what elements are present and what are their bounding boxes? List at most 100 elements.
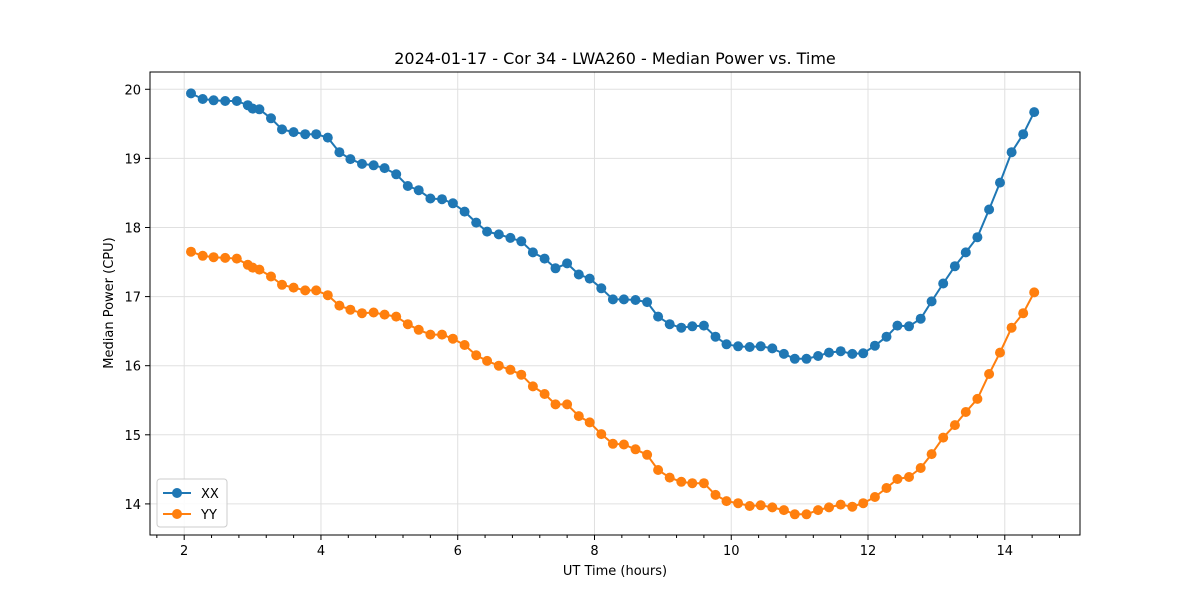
data-point-xx xyxy=(447,198,458,209)
data-point-xx xyxy=(960,247,971,258)
data-point-yy xyxy=(733,498,744,509)
data-point-yy xyxy=(813,505,824,516)
data-point-yy xyxy=(562,399,573,410)
data-point-xx xyxy=(584,273,595,284)
data-point-xx xyxy=(984,204,995,215)
data-point-yy xyxy=(618,439,629,450)
data-point-xx xyxy=(607,294,618,305)
data-point-yy xyxy=(926,449,937,460)
data-point-xx xyxy=(527,247,538,258)
data-point-yy xyxy=(208,252,219,263)
data-point-yy xyxy=(345,304,356,315)
data-point-xx xyxy=(858,348,869,359)
data-point-xx xyxy=(277,124,287,135)
data-point-xx xyxy=(1006,147,1017,158)
data-point-xx xyxy=(300,129,311,140)
data-point-yy xyxy=(220,252,231,263)
data-point-yy xyxy=(539,389,550,399)
data-point-yy xyxy=(550,399,561,410)
series-layer xyxy=(186,88,1040,520)
data-point-xx xyxy=(459,206,470,217)
data-point-xx xyxy=(767,343,778,354)
data-point-xx xyxy=(972,232,983,243)
data-point-yy xyxy=(915,463,926,473)
y-tick-label: 18 xyxy=(124,221,141,236)
data-point-yy xyxy=(482,355,493,366)
data-point-yy xyxy=(676,476,687,487)
y-axis-label: Median Power (CPU) xyxy=(102,237,117,368)
data-point-yy xyxy=(881,483,892,493)
data-point-yy xyxy=(493,360,504,371)
data-point-xx xyxy=(368,160,379,171)
data-point-xx xyxy=(186,88,196,99)
data-point-yy xyxy=(471,350,482,361)
data-point-yy xyxy=(653,465,664,475)
data-point-xx xyxy=(562,258,573,269)
data-point-xx xyxy=(493,229,504,240)
legend-xx-marker xyxy=(172,488,182,498)
data-point-xx xyxy=(995,177,1005,188)
data-point-yy xyxy=(721,496,732,507)
x-tick-label: 12 xyxy=(860,544,877,559)
data-point-xx xyxy=(1029,107,1040,118)
data-point-yy xyxy=(1029,287,1040,298)
data-point-yy xyxy=(516,369,527,380)
data-point-xx xyxy=(550,263,561,274)
data-point-yy xyxy=(847,501,858,512)
series-xx xyxy=(186,88,1040,364)
data-point-xx xyxy=(208,95,219,106)
data-point-yy xyxy=(904,472,914,482)
data-point-yy xyxy=(459,340,470,350)
data-point-yy xyxy=(186,246,196,257)
data-point-yy xyxy=(391,311,402,322)
data-point-xx xyxy=(539,253,550,264)
data-point-yy xyxy=(744,501,755,511)
x-tick-label: 8 xyxy=(590,544,598,559)
x-tick-label: 2 xyxy=(180,544,188,559)
legend-yy-label: YY xyxy=(200,508,217,523)
data-point-xx xyxy=(357,158,367,169)
data-point-yy xyxy=(379,309,390,320)
data-point-yy xyxy=(334,300,345,311)
data-point-xx xyxy=(197,94,208,104)
x-tick-label: 14 xyxy=(997,544,1014,559)
data-point-yy xyxy=(984,369,995,379)
data-point-xx xyxy=(437,194,447,205)
data-point-yy xyxy=(869,492,880,502)
legend: XX YY xyxy=(156,478,228,528)
y-tick-label: 14 xyxy=(124,498,141,513)
data-point-yy xyxy=(960,407,971,417)
data-point-xx xyxy=(881,331,892,342)
data-point-yy xyxy=(710,489,721,500)
data-point-xx xyxy=(311,129,322,140)
data-point-xx xyxy=(642,297,653,308)
data-point-yy xyxy=(607,438,618,449)
data-point-yy xyxy=(892,474,903,484)
data-point-xx xyxy=(949,261,960,272)
x-tick-label: 6 xyxy=(454,544,462,559)
data-point-xx xyxy=(391,169,402,180)
data-point-xx xyxy=(778,348,789,359)
data-point-xx xyxy=(471,217,482,228)
data-point-yy xyxy=(938,432,949,443)
data-point-yy xyxy=(687,478,698,489)
axis-ticks: 2 4 6 8 10 12 14 14 15 16 17 18 19 20 xyxy=(124,83,1060,559)
data-point-yy xyxy=(642,449,653,460)
legend-yy-marker xyxy=(172,509,182,519)
data-point-xx xyxy=(847,348,858,359)
data-point-xx xyxy=(733,341,744,352)
series-yy-line xyxy=(190,250,1036,516)
data-point-xx xyxy=(345,154,356,165)
data-point-xx xyxy=(413,185,424,196)
data-point-yy xyxy=(527,381,538,392)
data-point-xx xyxy=(266,113,276,124)
data-point-yy xyxy=(789,509,800,520)
data-point-xx xyxy=(288,127,299,138)
data-point-xx xyxy=(379,163,390,174)
data-point-yy xyxy=(425,329,436,340)
data-point-yy xyxy=(972,393,983,404)
data-point-xx xyxy=(322,132,333,143)
data-point-yy xyxy=(824,502,834,513)
data-point-yy xyxy=(949,420,960,431)
data-point-xx xyxy=(482,226,493,237)
